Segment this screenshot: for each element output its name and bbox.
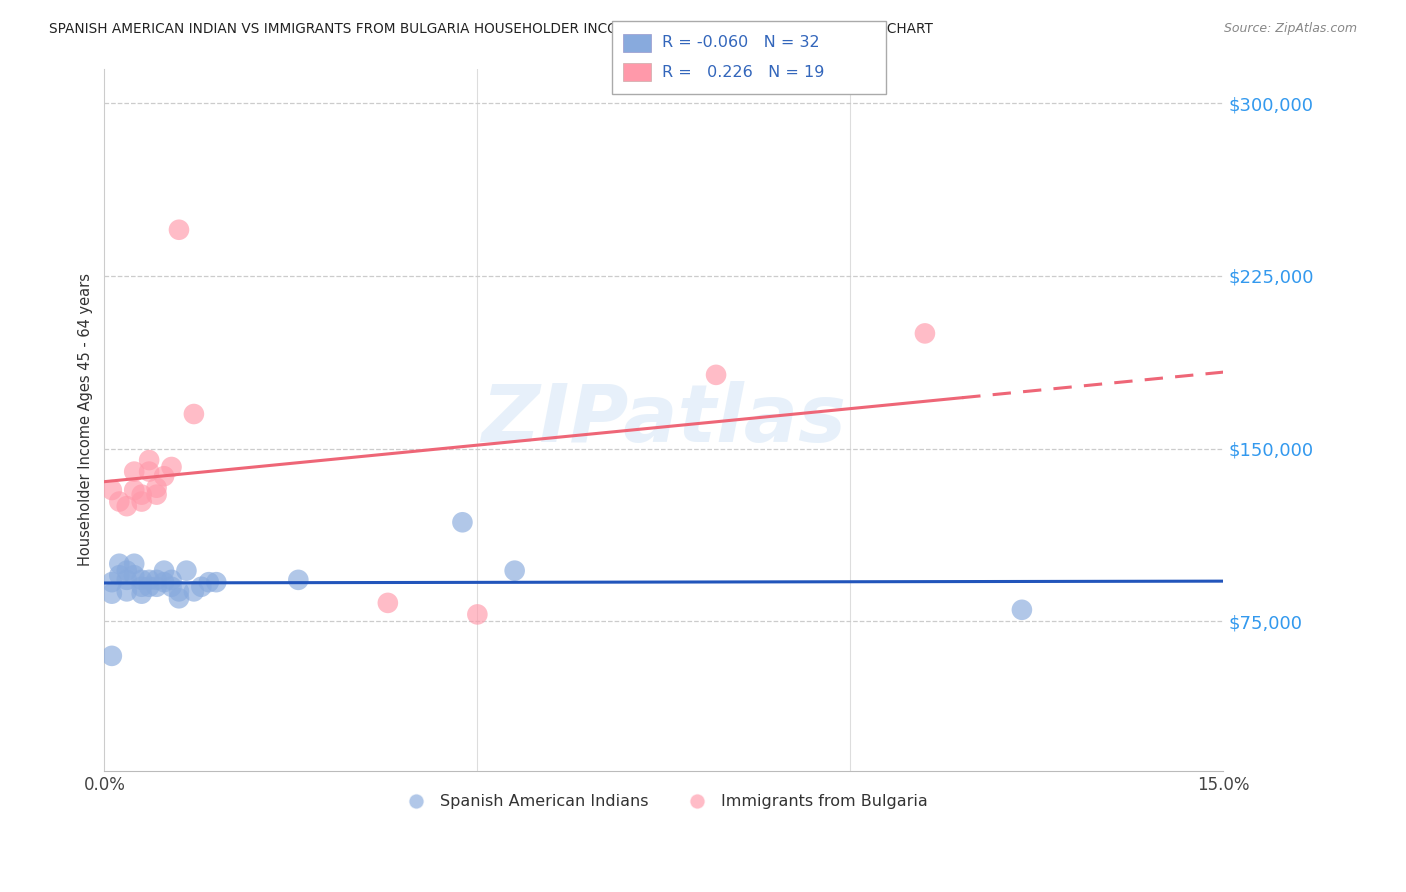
- Point: [176, 564, 198, 578]
- Point: [183, 584, 205, 599]
- Point: [108, 557, 131, 571]
- Point: [145, 488, 167, 502]
- Point: [108, 494, 131, 508]
- Point: [131, 587, 153, 601]
- Text: ZIPatlas: ZIPatlas: [481, 381, 846, 458]
- Point: [122, 483, 145, 497]
- Text: R =   0.226   N = 19: R = 0.226 N = 19: [662, 65, 824, 79]
- Point: [153, 575, 176, 590]
- Point: [167, 223, 190, 237]
- Legend: Spanish American Indians, Immigrants from Bulgaria: Spanish American Indians, Immigrants fro…: [394, 788, 934, 816]
- Point: [108, 568, 131, 582]
- Point: [451, 516, 474, 530]
- Text: Source: ZipAtlas.com: Source: ZipAtlas.com: [1223, 22, 1357, 36]
- Point: [115, 564, 138, 578]
- Point: [145, 580, 167, 594]
- Point: [115, 573, 138, 587]
- Point: [131, 488, 153, 502]
- Point: [131, 580, 153, 594]
- Point: [198, 575, 221, 590]
- Point: [115, 499, 138, 513]
- Point: [122, 465, 145, 479]
- Point: [138, 580, 160, 594]
- Text: R = -0.060   N = 32: R = -0.060 N = 32: [662, 36, 820, 50]
- Point: [122, 568, 145, 582]
- Y-axis label: Householder Income Ages 45 - 64 years: Householder Income Ages 45 - 64 years: [79, 273, 93, 566]
- Point: [145, 573, 167, 587]
- Point: [167, 584, 190, 599]
- Point: [503, 564, 526, 578]
- Point: [145, 481, 167, 495]
- Point: [287, 573, 309, 587]
- Point: [914, 326, 936, 341]
- Point: [131, 573, 153, 587]
- Point: [138, 465, 160, 479]
- Point: [1011, 603, 1033, 617]
- Point: [101, 587, 124, 601]
- Point: [704, 368, 727, 382]
- Point: [138, 573, 160, 587]
- Point: [467, 607, 489, 622]
- Point: [160, 573, 183, 587]
- Point: [101, 648, 124, 663]
- Point: [153, 469, 176, 483]
- Point: [160, 460, 183, 475]
- Point: [167, 591, 190, 606]
- Point: [101, 575, 124, 590]
- Point: [153, 564, 176, 578]
- Point: [138, 453, 160, 467]
- Point: [190, 580, 212, 594]
- Point: [101, 483, 124, 497]
- Point: [122, 557, 145, 571]
- Text: SPANISH AMERICAN INDIAN VS IMMIGRANTS FROM BULGARIA HOUSEHOLDER INCOME AGES 45 -: SPANISH AMERICAN INDIAN VS IMMIGRANTS FR…: [49, 22, 934, 37]
- Point: [377, 596, 399, 610]
- Point: [205, 575, 228, 590]
- Point: [183, 407, 205, 421]
- Point: [115, 584, 138, 599]
- Point: [160, 580, 183, 594]
- Point: [131, 494, 153, 508]
